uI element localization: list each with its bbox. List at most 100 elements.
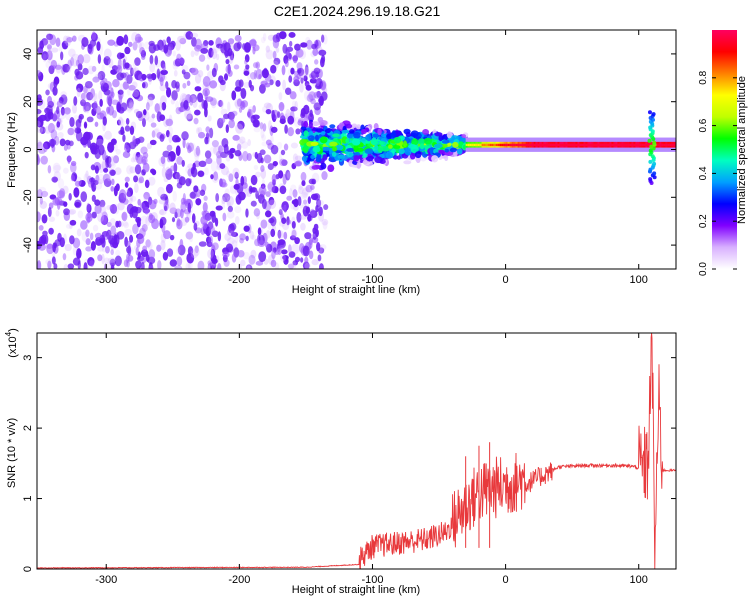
heatmap-cell [166,155,172,163]
heatmap-cell [573,143,576,147]
y-tick-label: 0 [22,566,34,572]
heatmap-cell [172,50,176,57]
heatmap-cell [149,62,156,73]
heatmap-cell [245,264,253,269]
heatmap-cell [351,138,361,146]
heatmap-cell [287,263,295,269]
heatmap-cell [55,63,62,74]
heatmap-cell [519,143,522,147]
heatmap-cell [444,148,449,153]
heatmap-cell [390,132,397,138]
heatmap-cell [76,87,81,98]
heatmap-cell [80,220,88,230]
heatmap-cell [377,128,382,136]
heatmap-cell [157,39,164,51]
heatmap-cell [194,44,202,52]
heatmap-cell [202,76,211,87]
heatmap-cell [103,48,112,59]
heatmap-cell [239,237,244,244]
heatmap-cell [198,54,206,62]
heatmap-cell [663,143,666,147]
heatmap-cell [194,245,199,254]
heatmap-cell [255,188,259,195]
heatmap-cell [57,131,64,139]
heatmap-cell [224,233,231,242]
heatmap-cell [259,83,266,94]
heatmap-cell [140,249,149,257]
heatmap-cell [313,67,321,75]
heatmap-cell [295,48,304,58]
heatmap-cell [162,251,169,261]
heatmap-cell [309,184,315,191]
heatmap-cell [48,47,52,59]
heatmap-cell [190,249,199,259]
heatmap-cell [137,41,145,49]
heatmap-cell [224,188,230,199]
heatmap-cell [60,91,67,98]
heatmap-cell [38,243,46,251]
heatmap-cell [303,66,310,77]
heatmap-cell [107,257,116,263]
heatmap-cell [222,251,230,258]
heatmap-cell [322,220,328,230]
heatmap-cell [291,261,297,269]
heatmap-cell [106,229,112,240]
heatmap-cell [157,259,162,269]
heatmap-cell [298,184,303,190]
heatmap-cell [300,77,304,84]
heatmap-cell [619,143,622,147]
heatmap-cell [185,231,194,240]
heatmap-cell [124,228,133,236]
heatmap-cell [225,153,231,162]
heatmap-cell [475,143,478,147]
heatmap-cell [204,107,208,118]
heatmap-cell [281,217,287,225]
heatmap-cell [321,218,329,226]
heatmap-cell [615,143,618,147]
heatmap-cell [283,231,288,240]
heatmap-cell [63,167,69,174]
heatmap-cell [234,86,242,92]
heatmap-cell [215,205,223,211]
heatmap-cell [47,164,52,174]
heatmap-cell [71,53,80,60]
heatmap-cell [311,259,319,266]
heatmap-cell [97,211,105,223]
heatmap-cell [587,143,590,147]
heatmap-cell [227,69,233,77]
heatmap-cell [157,186,165,198]
heatmap-cell [45,89,50,96]
heatmap-cell [101,246,106,253]
heatmap-cell [231,240,238,249]
heatmap-cell [201,99,205,109]
heatmap-cell [303,199,308,205]
heatmap-cell [305,36,311,45]
heatmap-cell [96,135,104,146]
figure-title: C2E1.2024.296.19.18.G21 [274,3,441,19]
heatmap-cell [231,110,238,117]
heatmap-cell [652,161,657,166]
heatmap-cell [627,143,630,147]
heatmap-cell [78,113,84,120]
heatmap-cell [549,143,552,147]
heatmap-cell [132,89,140,98]
heatmap-cell [107,39,116,46]
heatmap-cell [126,191,132,198]
heatmap-cell [123,222,130,229]
heatmap-cell [259,122,264,130]
heatmap-cell [125,253,130,264]
heatmap-cell [208,47,214,58]
heatmap-cell [158,198,166,205]
heatmap-cell [283,143,289,151]
heatmap-cell [129,234,134,243]
heatmap-cell [222,212,227,222]
heatmap-cell [322,154,328,161]
heatmap-cell [268,217,275,224]
heatmap-cell [253,208,261,217]
heatmap-cell [136,238,141,248]
heatmap-cell [441,143,448,148]
heatmap-cell [94,199,101,206]
heatmap-cell [130,67,134,77]
heatmap-cell [252,46,256,55]
heatmap-cell [579,143,582,147]
